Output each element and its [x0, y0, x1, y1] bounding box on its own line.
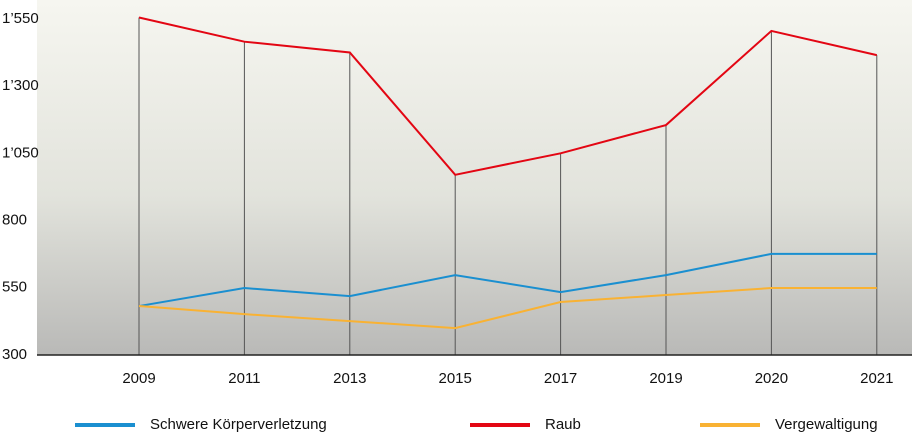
legend-label: Vergewaltigung — [775, 416, 878, 433]
legend-label: Raub — [545, 416, 581, 433]
x-tick-label: 2015 — [439, 370, 472, 387]
y-tick-label: 800 — [2, 211, 27, 228]
y-tick-label: 1’050 — [2, 144, 39, 161]
y-tick-label: 550 — [2, 279, 27, 296]
series-line — [138, 287, 877, 330]
x-tick-label: 2013 — [333, 370, 366, 387]
x-tick-label: 2009 — [122, 370, 155, 387]
x-tick-label: 2011 — [228, 370, 260, 387]
series-line — [138, 252, 877, 308]
y-tick-label: 1’300 — [2, 77, 39, 94]
series-line — [138, 16, 878, 176]
y-tick-label: 1’550 — [2, 10, 39, 27]
x-tick-label: 2019 — [649, 370, 682, 387]
x-tick-label: 2017 — [544, 370, 577, 387]
y-tick-label: 300 — [2, 346, 27, 363]
legend-label: Schwere Körperverletzung — [150, 416, 327, 433]
x-tick-label: 2021 — [860, 370, 893, 387]
plot-background — [37, 0, 912, 355]
x-tick-label: 2020 — [755, 370, 788, 387]
